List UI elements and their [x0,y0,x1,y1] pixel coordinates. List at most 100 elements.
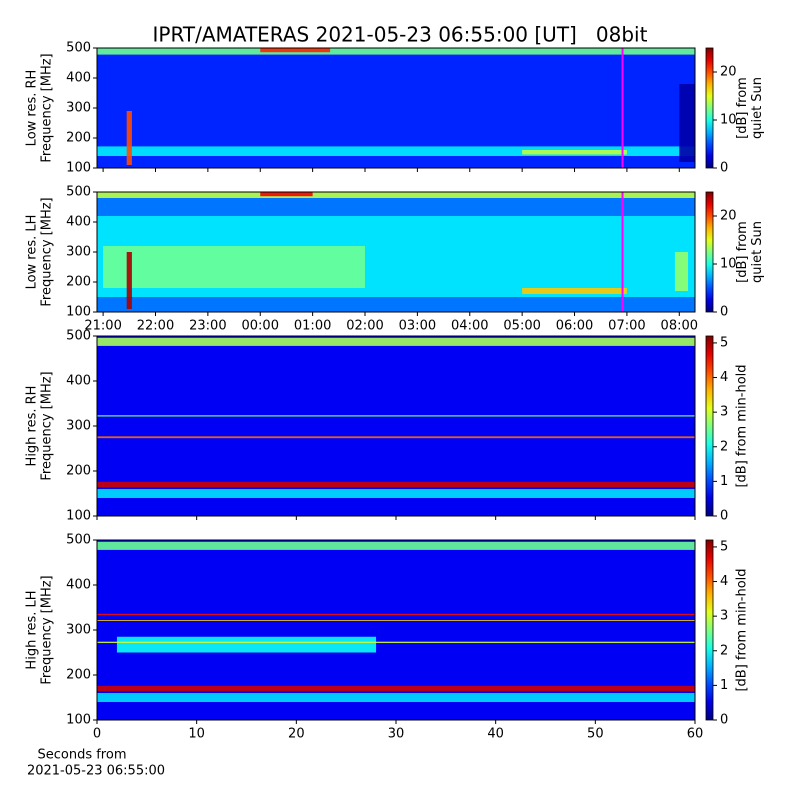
spectral-feature [97,541,695,550]
y-axis-label: High res. LH [25,590,40,669]
spectral-feature [103,246,366,288]
spectral-feature [97,146,695,156]
y-axis-label: Frequency [MHz] [40,53,55,162]
colorbar-tick-label: 4 [720,574,728,589]
spectral-feature [97,337,695,346]
y-tick-label: 200 [66,668,91,683]
x-axis-label: Seconds from [37,748,126,763]
spectral-feature [260,192,313,197]
colorbar-label: quiet Sun [750,77,765,139]
x-tick-label: 30 [388,727,405,742]
y-tick-label: 300 [66,419,91,434]
colorbar-label: [dB] from min-hold [735,568,750,691]
x-tick-label: 01:00 [294,319,331,334]
colorbar-tick-label: 0 [720,509,728,524]
colorbar-tick-label: 20 [720,65,737,80]
spectral-feature [126,252,132,309]
x-tick-label: 40 [487,727,504,742]
x-tick-label: 22:00 [137,319,174,334]
spectral-feature [97,693,695,702]
spectral-feature [97,481,695,488]
colorbar-tick-label: 0 [720,713,728,728]
y-tick-label: 200 [66,464,91,479]
x-tick-label: 23:00 [189,319,226,334]
y-tick-label: 300 [66,101,91,116]
x-tick-label: 00:00 [242,319,279,334]
colorbar [705,191,714,313]
x-axis-label: 2021-05-23 06:55:00 [27,764,165,779]
spectral-feature [126,111,132,165]
x-tick-label: 21:00 [84,319,121,334]
colorbar-label: quiet Sun [750,221,765,283]
y-tick-label: 500 [66,533,91,548]
x-tick-label: 05:00 [503,319,540,334]
spectral-feature [97,489,695,498]
colorbar-tick-label: 10 [720,257,737,272]
y-tick-label: 200 [66,131,91,146]
x-tick-label: 60 [687,727,704,742]
colorbar-tick-label: 5 [720,335,728,350]
colorbar [705,539,714,721]
colorbar-tick-label: 1 [720,474,728,489]
spectral-feature [97,641,695,644]
figure-title: IPRT/AMATERAS 2021-05-23 06:55:00 [UT] 0… [153,23,648,47]
colorbar-tick-label: 4 [720,370,728,385]
y-tick-label: 500 [66,329,91,344]
spectral-feature [97,415,695,417]
y-tick-label: 400 [66,71,91,86]
y-tick-label: 100 [66,305,91,320]
spectral-feature [97,685,695,692]
spectral-feature [97,192,695,198]
y-axis-label: Frequency [MHz] [40,575,55,684]
colorbar-tick-label: 10 [720,113,737,128]
spectral-feature [522,150,627,155]
y-tick-label: 300 [66,245,91,260]
y-tick-label: 100 [66,161,91,176]
x-tick-label: 50 [587,727,604,742]
y-tick-label: 300 [66,623,91,638]
x-tick-label: 03:00 [399,319,436,334]
colorbar-label: [dB] from min-hold [735,364,750,487]
colorbar-tick-label: 1 [720,678,728,693]
spectral-feature [116,636,377,653]
colorbar-tick-label: 3 [720,405,728,420]
x-tick-label: 02:00 [346,319,383,334]
y-tick-label: 100 [66,713,91,728]
colorbar-tick-label: 0 [720,161,728,176]
plot-area [97,48,695,168]
plot-area [97,336,695,516]
y-axis-label: High res. RH [25,386,40,467]
y-axis-label: Frequency [MHz] [40,371,55,480]
y-tick-label: 500 [66,185,91,200]
y-axis-label: Low res. RH [25,70,40,147]
x-tick-label: 10 [188,727,205,742]
spectral-feature [97,620,695,621]
y-tick-label: 400 [66,215,91,230]
y-tick-label: 400 [66,374,91,389]
plot-area [97,540,695,720]
spectral-feature [97,613,695,616]
y-tick-label: 200 [66,275,91,290]
y-tick-label: 400 [66,578,91,593]
colorbar [705,335,714,517]
y-axis-label: Low res. LH [25,215,40,290]
spectral-feature [97,48,695,55]
colorbar-tick-label: 3 [720,609,728,624]
colorbar [705,47,714,169]
x-tick-label: 08:00 [661,319,698,334]
spectral-feature [674,252,689,291]
colorbar-label: [dB] from [735,77,750,139]
plot-area [97,192,695,312]
spectral-feature [679,84,695,162]
colorbar-tick-label: 5 [720,539,728,554]
colorbar-label: [dB] from [735,221,750,283]
spectral-feature [522,288,627,294]
spectral-feature [260,48,331,53]
y-tick-label: 500 [66,41,91,56]
spectral-feature [97,436,695,439]
x-tick-label: 20 [288,727,305,742]
colorbar-tick-label: 2 [720,643,728,658]
y-tick-label: 100 [66,509,91,524]
colorbar-tick-label: 0 [720,305,728,320]
